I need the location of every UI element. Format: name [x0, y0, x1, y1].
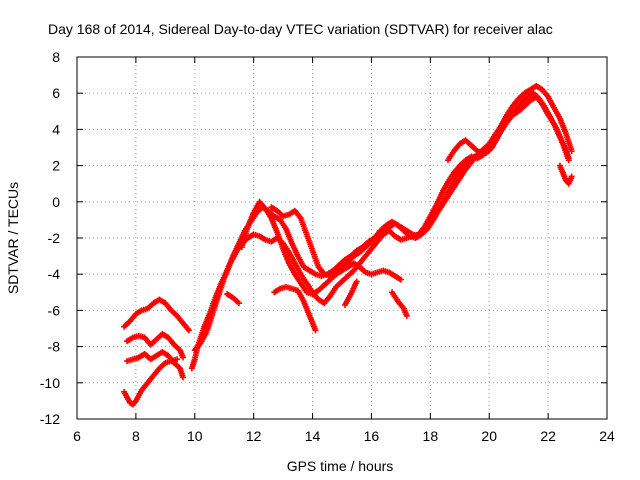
data-point — [180, 374, 186, 381]
data-point — [568, 148, 575, 155]
data-point — [565, 155, 572, 162]
y-tick-label: 4 — [52, 121, 60, 137]
y-tick-label: -8 — [48, 339, 61, 355]
x-tick-label: 22 — [540, 428, 556, 444]
y-tick-label: 6 — [52, 85, 60, 101]
data-point — [353, 278, 360, 285]
grid-lines — [77, 57, 607, 419]
x-tick-label: 12 — [246, 428, 262, 444]
data-points — [121, 82, 575, 408]
y-tick-label: -4 — [48, 266, 61, 282]
x-tick-labels: 6 8 10 12 14 16 18 20 22 24 — [73, 428, 615, 444]
y-tick-label: 2 — [52, 158, 60, 174]
y-tick-label: 8 — [52, 49, 60, 65]
x-tick-label: 16 — [364, 428, 380, 444]
x-tick-label: 8 — [132, 428, 140, 444]
x-tick-label: 10 — [187, 428, 203, 444]
data-point — [235, 300, 242, 307]
data-point — [180, 354, 186, 361]
y-tick-label: 0 — [52, 194, 60, 210]
data-point — [312, 327, 319, 334]
y-tick-label: -2 — [48, 230, 61, 246]
chart-title: Day 168 of 2014, Sidereal Day-to-day VTE… — [48, 21, 553, 37]
data-point — [185, 327, 192, 334]
y-axis-label: SDTVAR / TECUs — [5, 182, 21, 294]
y-tick-label: -12 — [40, 411, 60, 427]
x-axis-label: GPS time / hours — [287, 458, 394, 474]
data-point — [174, 356, 181, 363]
data-point — [403, 312, 410, 319]
x-tick-label: 6 — [73, 428, 81, 444]
data-point — [568, 173, 575, 180]
data-point — [397, 276, 404, 283]
y-tick-label: -6 — [48, 302, 61, 318]
y-tick-labels: 8 6 4 2 0 -2 -4 -6 -8 -10 -12 — [40, 49, 60, 427]
x-tick-label: 24 — [599, 428, 615, 444]
x-tick-label: 18 — [423, 428, 439, 444]
y-tick-label: -10 — [40, 375, 60, 391]
data-point — [480, 149, 487, 156]
x-tick-label: 20 — [481, 428, 497, 444]
axis-ticks — [76, 56, 608, 420]
x-tick-label: 14 — [305, 428, 321, 444]
